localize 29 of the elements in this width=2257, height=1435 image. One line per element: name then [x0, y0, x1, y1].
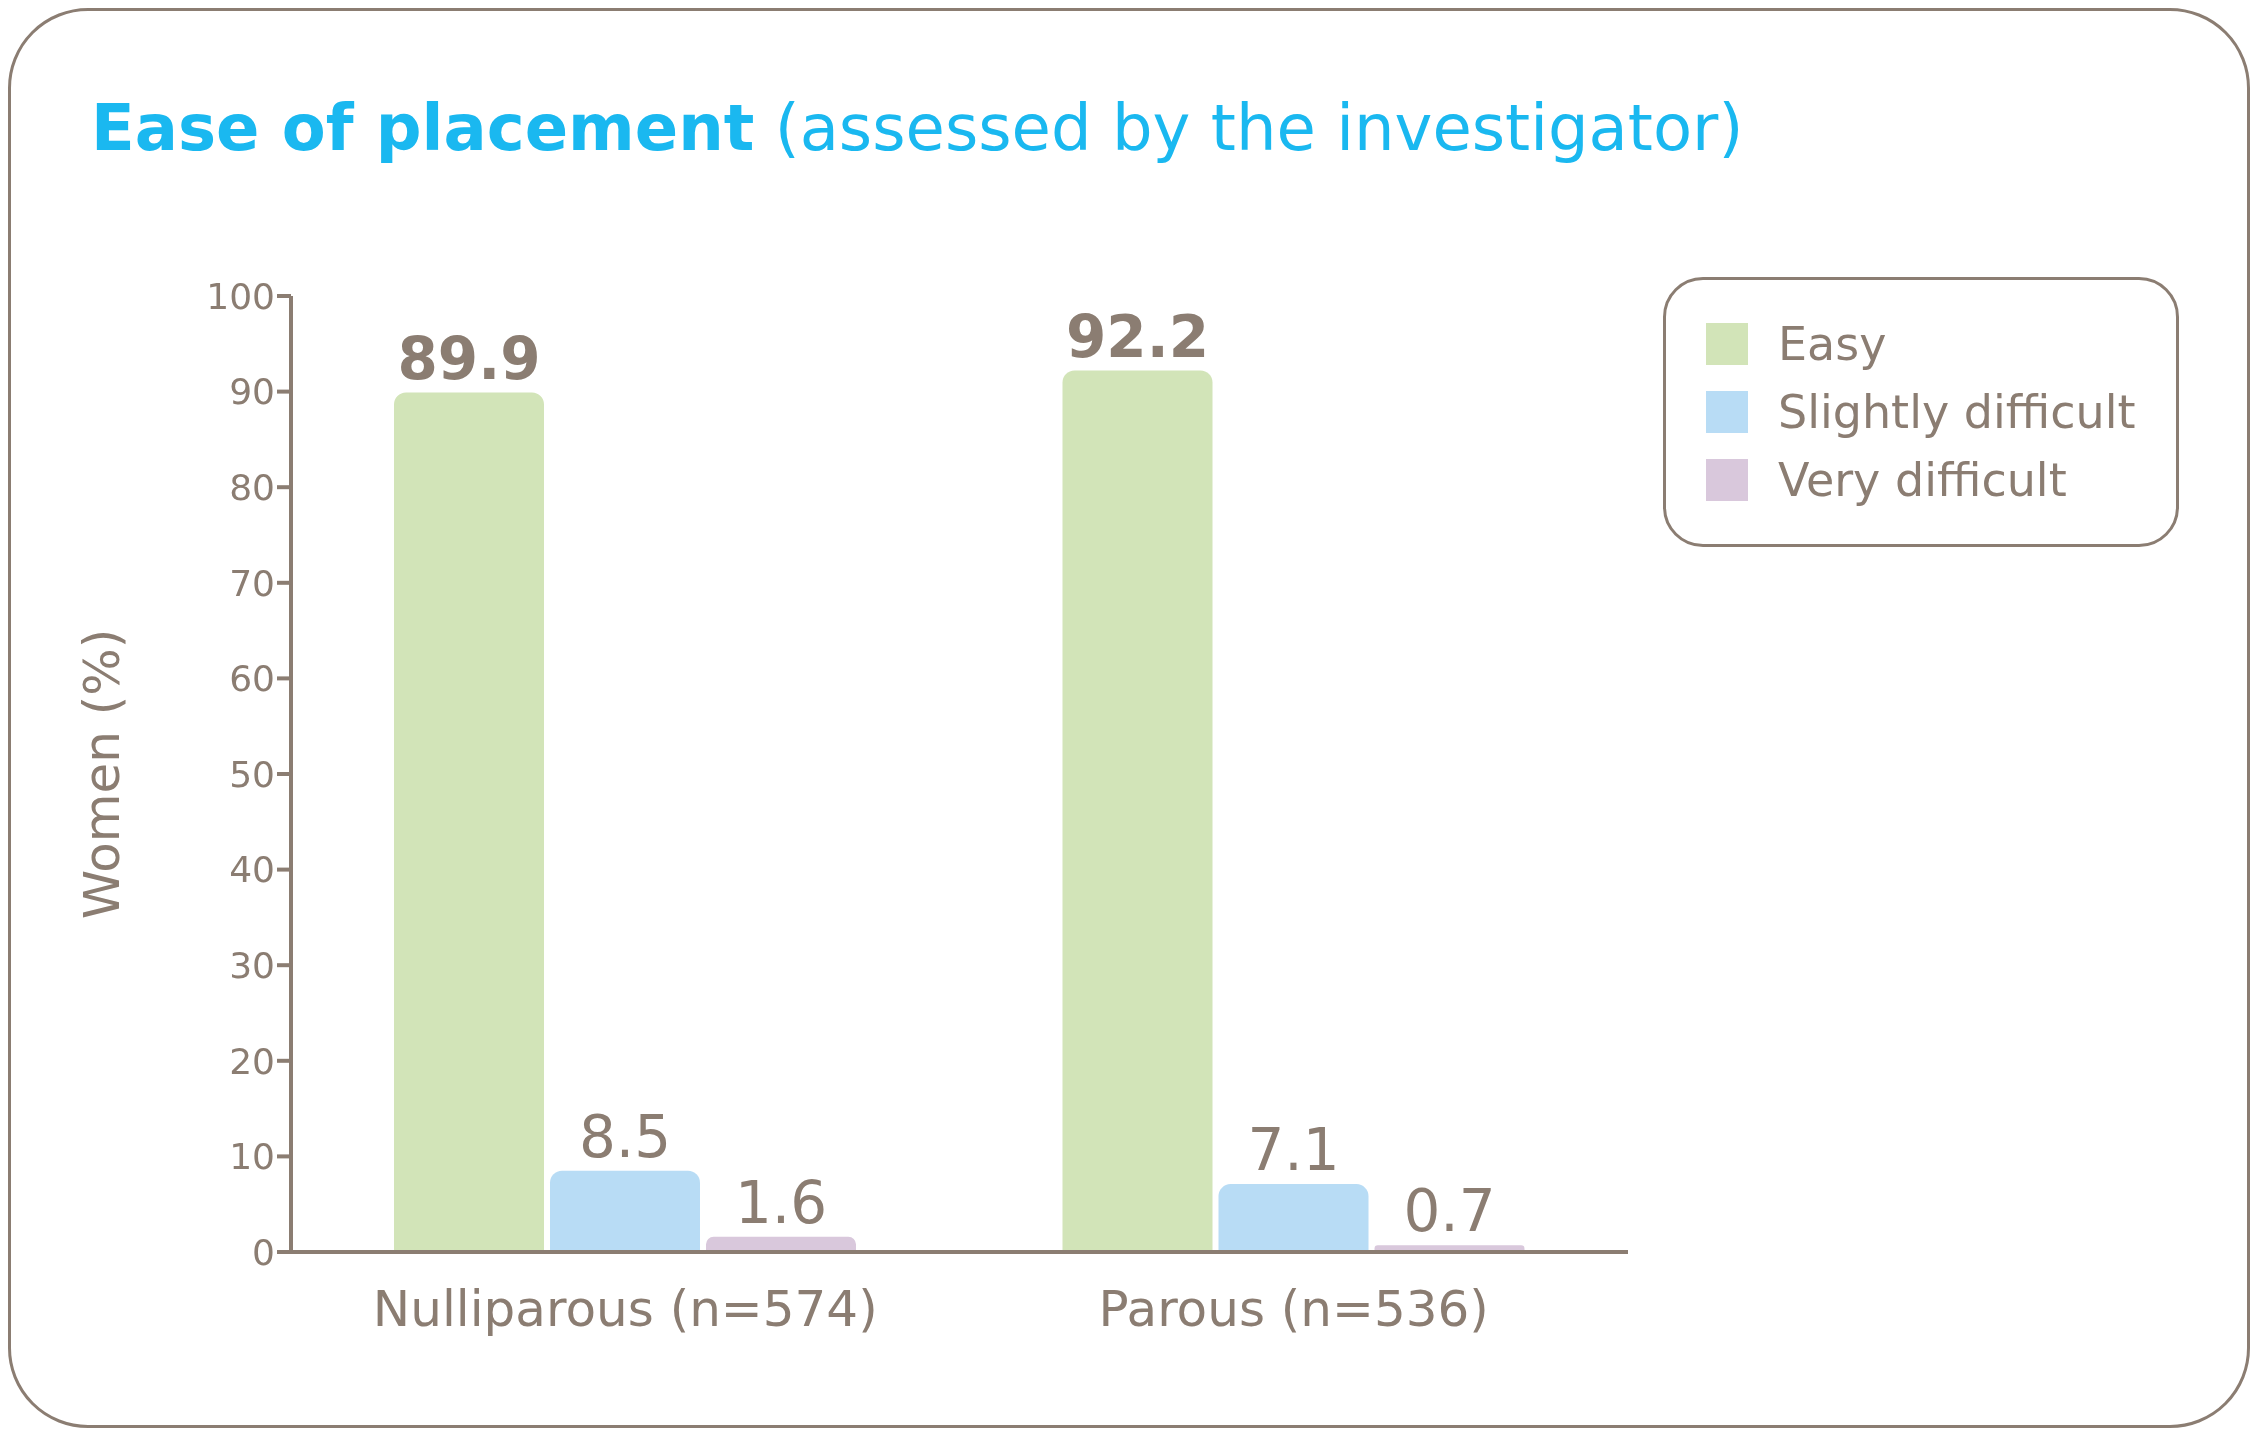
y-axis-title: Women (%) [72, 628, 131, 920]
legend-label: Easy [1778, 317, 1887, 371]
bar [550, 1170, 700, 1252]
data-label: 8.5 [578, 1102, 672, 1171]
y-tick-label: 50 [229, 753, 275, 795]
y-tick-label: 0 [252, 1231, 275, 1273]
y-tick-label: 90 [229, 371, 275, 413]
data-label: 1.6 [734, 1168, 828, 1237]
chart-title: Ease of placement [91, 91, 755, 165]
x-tick-label: Nulliparous (n=574) [372, 1279, 878, 1338]
y-tick-label: 10 [229, 1136, 275, 1178]
y-tick-label: 40 [229, 849, 275, 891]
legend-label: Slightly difficult [1778, 385, 2136, 439]
y-tick-label: 30 [229, 944, 275, 986]
data-label: 7.1 [1247, 1116, 1340, 1185]
x-tick-label: Parous (n=536) [1098, 1279, 1489, 1338]
bar [1062, 370, 1213, 1252]
y-tick-label: 100 [206, 275, 275, 317]
legend-label: Very difficult [1778, 453, 2067, 507]
y-tick-label: 20 [229, 1040, 275, 1082]
y-tick-label: 80 [229, 466, 275, 508]
data-label: 92.2 [1065, 302, 1210, 371]
chart-subtitle: (assessed by the investigator) [773, 91, 1744, 165]
y-tick-label: 60 [229, 658, 275, 700]
bar [394, 392, 544, 1252]
y-tick-label: 70 [229, 562, 275, 604]
data-label: 0.7 [1403, 1177, 1496, 1246]
bar [1218, 1184, 1369, 1252]
data-label: 89.9 [397, 324, 541, 393]
